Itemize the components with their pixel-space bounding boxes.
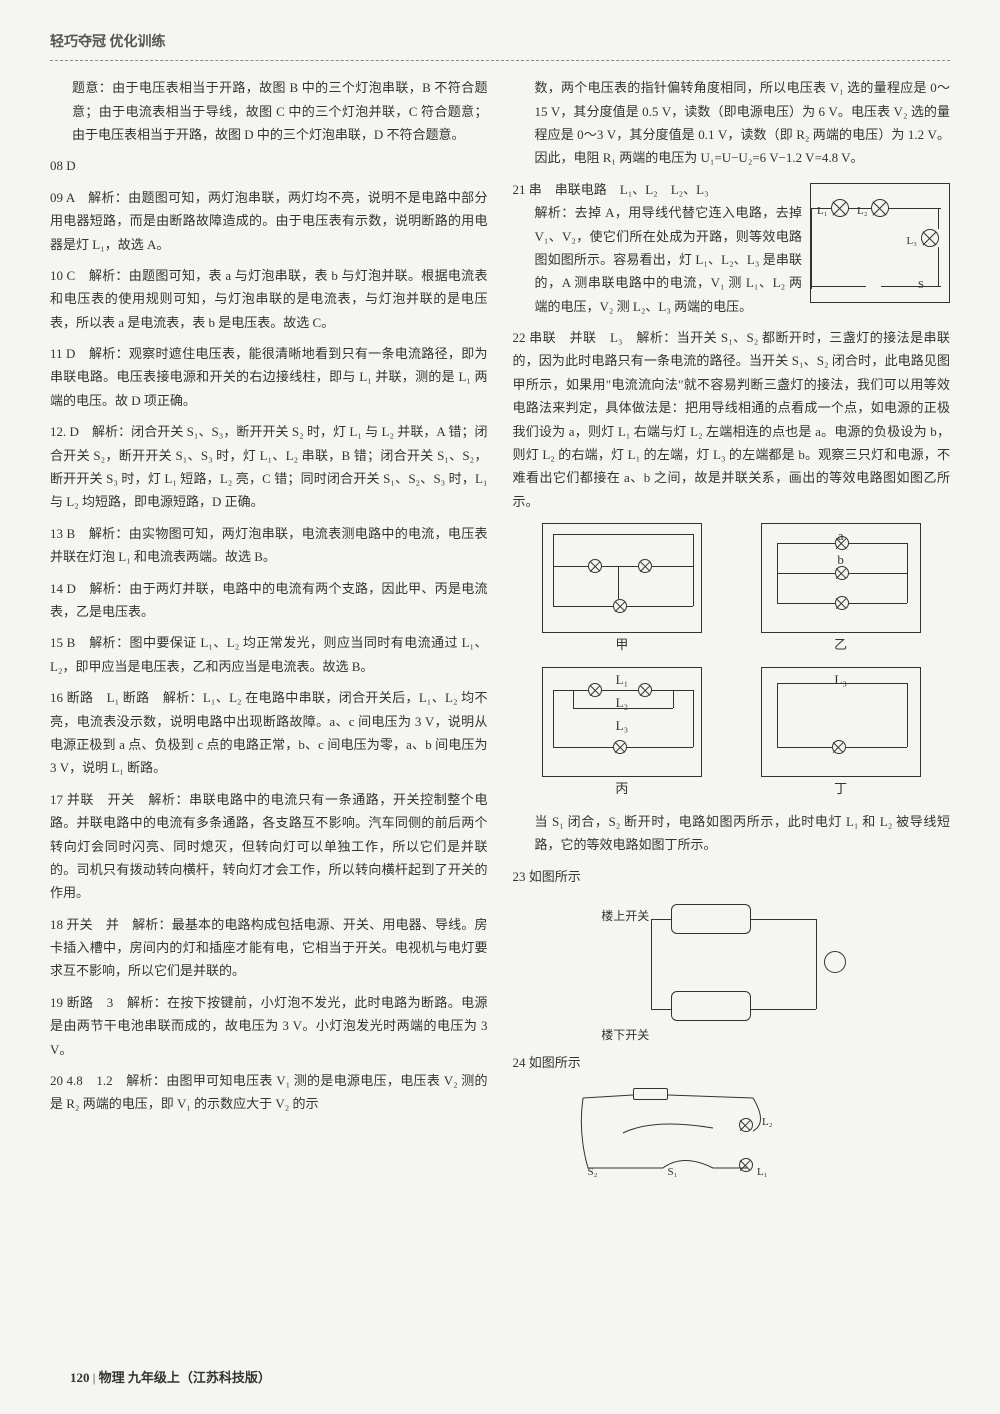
item-21-head: 21 串 串联电路 L₁、L₂ L₂、L₃ [513,182,709,197]
item-21: 21 串 串联电路 L₁、L₂ L₂、L₃ L₁ L₂ L₃ S 解析：去掉 A… [513,178,951,318]
label-l2: L₂ [857,202,868,222]
diagram-bing-wrap: L₁ L₂ L₃ 丙 [542,667,702,800]
diagram-jia-wrap: 甲 [542,523,702,656]
diagram-yi: a b [761,523,921,633]
item-18: 18 开关 并 解析：最基本的电路构成包括电源、开关、用电器、导线。房卡插入槽中… [50,913,488,983]
item-22-tail: 当 S₁ 闭合，S₂ 断开时，电路如图丙所示，此时电灯 L₁ 和 L₂ 被导线短… [513,810,951,857]
item-15: 15 B 解析：图中要保证 L₁、L₂ 均正常发光，则应当同时有电流通过 L₁、… [50,631,488,678]
page-footer: 120 | 物理 九年级上（江苏科技版） [70,1366,271,1389]
item-24: 24 如图所示 [513,1051,951,1074]
page-number: 120 [70,1370,90,1385]
diagram-jia [542,523,702,633]
caption-jia: 甲 [542,633,702,656]
diagram-ding: L₃ [761,667,921,777]
item-23: 23 如图所示 [513,865,951,888]
right-column: 数，两个电压表的指针偏转角度相同，所以电压表 V₁ 选的量程应是 0～15 V，… [513,76,951,1187]
item-20: 20 4.8 1.2 解析：由图甲可知电压表 V₁ 测的是电源电压，电压表 V₂… [50,1069,488,1116]
label-ding-l3: L₃ [762,668,920,691]
label-bing-l1: L₁ [543,668,701,691]
item-intro: 题意：由于电压表相当于开路，故图 B 中的三个灯泡串联，B 不符合题意；由于电流… [50,76,488,146]
diagram-yi-wrap: a b 乙 [761,523,921,656]
main-content: 题意：由于电压表相当于开路，故图 B 中的三个灯泡串联，B 不符合题意；由于电流… [50,76,950,1187]
item-10: 10 C 解析：由题图可知，表 a 与灯泡串联，表 b 与灯泡并联。根据电流表和… [50,264,488,334]
label-upstairs: 楼上开关 [601,906,649,928]
switch-diagram-23: 楼上开关 楼下开关 [601,896,861,1046]
circuit-wires [573,1083,773,1183]
item-13: 13 B 解析：由实物图可知，两灯泡串联，电流表测电路中的电流，电压表并联在灯泡… [50,522,488,569]
label-downstairs: 楼下开关 [601,1025,649,1047]
page-header: 轻巧夺冠 优化训练 [50,30,950,61]
item-12: 12. D 解析：闭合开关 S₁、S₃，断开开关 S₂ 时，灯 L₁ 与 L₂ … [50,420,488,514]
item-19: 19 断路 3 解析：在按下按键前，小灯泡不发光，此时电路为断路。电源是由两节干… [50,991,488,1061]
left-column: 题意：由于电压表相当于开路，故图 B 中的三个灯泡串联，B 不符合题意；由于电流… [50,76,488,1187]
item-08: 08 D [50,154,488,177]
item-16: 16 断路 L₁ 断路 解析：L₁、L₂ 在电路中串联，闭合开关后，L₁、L₂ … [50,686,488,780]
label-bing-l3: L₃ [543,714,701,737]
item-09: 09 A 解析：由题图可知，两灯泡串联，两灯均不亮，说明不是电路中部分用电器短路… [50,186,488,256]
diagram-row-1: 甲 a b 乙 [513,523,951,656]
item-20-cont: 数，两个电压表的指针偏转角度相同，所以电压表 V₁ 选的量程应是 0～15 V，… [513,76,951,170]
label-l1: L₁ [817,202,828,222]
item-14: 14 D 解析：由于两灯并联，电路中的电流有两个支路，因此甲、丙是电流表，乙是电… [50,577,488,624]
caption-ding: 丁 [761,777,921,800]
circuit-diagram-24: S₂ S₁ L₁ L₂ [573,1083,773,1183]
diagram-row-2: L₁ L₂ L₃ 丙 [513,667,951,800]
diagram-bing: L₁ L₂ L₃ [542,667,702,777]
footer-text: 物理 九年级上（江苏科技版） [99,1370,271,1385]
label-bing-l2: L₂ [543,691,701,714]
circuit-diagram-21: L₁ L₂ L₃ S [810,183,950,303]
item-17: 17 并联 开关 解析：串联电路中的电流只有一条通路，开关控制整个电路。并联电路… [50,788,488,905]
caption-bing: 丙 [542,777,702,800]
diagram-ding-wrap: L₃ 丁 [761,667,921,800]
item-11: 11 D 解析：观察时遮住电压表，能很清晰地看到只有一条电流路径，即为串联电路。… [50,342,488,412]
lamp-icon [824,951,846,973]
caption-yi: 乙 [761,633,921,656]
label-l3: L₃ [906,232,917,252]
item-22: 22 串联 并联 L₃ 解析：当开关 S₁、S₂ 都断开时，三盏灯的接法是串联的… [513,326,951,513]
